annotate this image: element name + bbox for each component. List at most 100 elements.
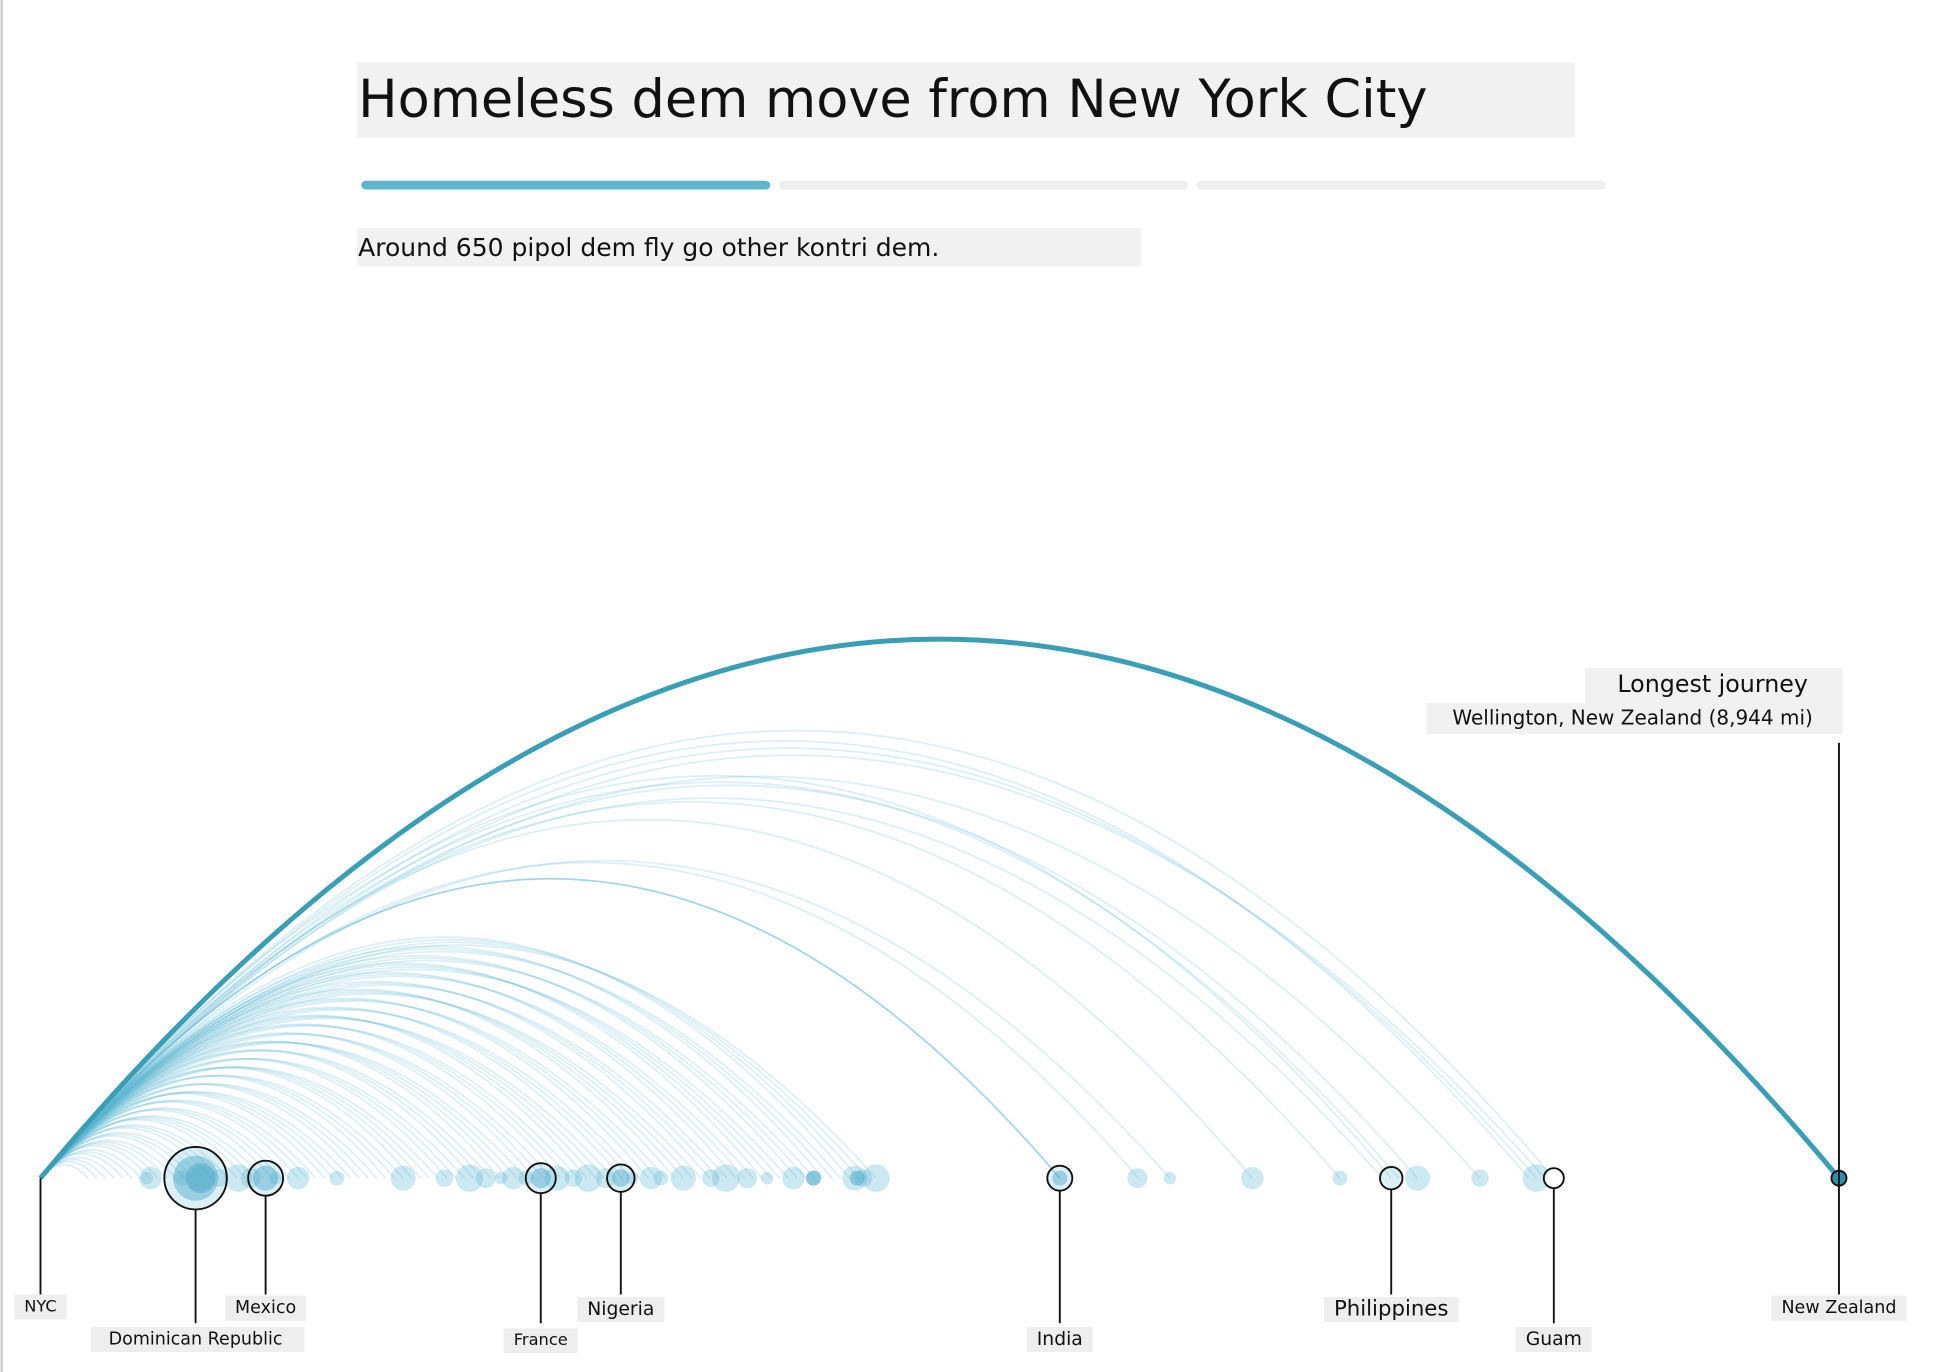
dot: [1522, 1164, 1551, 1192]
arc: [39, 1108, 282, 1179]
dot: [455, 1164, 484, 1192]
arc: [39, 797, 1384, 1179]
arc: [39, 740, 1530, 1179]
arc: [39, 1057, 457, 1179]
marker: [163, 1145, 228, 1211]
arc: [39, 1041, 518, 1179]
dot: [173, 1155, 219, 1201]
arc: [39, 861, 1140, 1179]
arc: [39, 936, 851, 1179]
arc: [39, 1066, 422, 1179]
arc: [39, 993, 702, 1179]
dot: [805, 1170, 821, 1186]
arc: [39, 988, 676, 1179]
dot: [139, 1166, 162, 1190]
arc: [39, 950, 842, 1179]
arc: [39, 775, 1481, 1179]
dot: [612, 1169, 630, 1187]
dot: [269, 1171, 282, 1185]
arc: [39, 1007, 632, 1179]
arc: [39, 941, 868, 1179]
arc: [39, 747, 1537, 1179]
marker: [1542, 1167, 1565, 1190]
arc: [39, 1040, 509, 1179]
destination-label: NYC: [24, 1296, 57, 1315]
dot: [782, 1166, 805, 1190]
arc: [39, 1016, 606, 1179]
annotation-box: [1426, 702, 1843, 735]
dot: [174, 1170, 190, 1186]
dot: [760, 1171, 774, 1185]
arc: [39, 1100, 308, 1179]
marker: [606, 1163, 636, 1193]
arc: [39, 1091, 334, 1179]
arc: [39, 877, 1061, 1179]
arc: [39, 1009, 641, 1179]
arc: [39, 991, 693, 1179]
arc: [39, 957, 807, 1179]
dot: [475, 1168, 496, 1189]
arc: [39, 966, 781, 1179]
arcs: [39, 729, 1555, 1179]
label-box: [90, 1326, 305, 1352]
arc: [39, 1032, 544, 1179]
dot: [210, 1169, 229, 1187]
arc: [39, 1033, 553, 1179]
arc: [39, 1041, 527, 1179]
arc: [39, 781, 1400, 1179]
title: Homeless dem move from New York City: [358, 69, 1427, 130]
label-box: [225, 1295, 307, 1321]
arc: [39, 998, 658, 1179]
arc: [39, 1049, 492, 1179]
arc: [39, 1049, 474, 1179]
arc: [39, 1017, 614, 1179]
arc: [39, 997, 649, 1179]
dot: [737, 1168, 758, 1189]
subtitle-box: [356, 227, 1142, 267]
arc: [39, 984, 728, 1179]
arc: [39, 784, 1419, 1179]
dot: [842, 1165, 868, 1191]
dot: [494, 1171, 507, 1185]
label-box: [1515, 1326, 1592, 1352]
dot: [1052, 1170, 1068, 1186]
arc: [39, 982, 720, 1179]
arc: [39, 1025, 579, 1179]
title-box: [356, 62, 1576, 138]
arc: [39, 1024, 571, 1179]
dot: [530, 1168, 551, 1189]
label-box: [1026, 1326, 1093, 1352]
dot: [286, 1166, 310, 1190]
arc: [39, 1057, 448, 1179]
arc: [39, 1066, 413, 1179]
destination-label: Guam: [1526, 1329, 1582, 1350]
label-box: [577, 1296, 665, 1322]
arc: [39, 971, 737, 1179]
arc: [39, 1000, 667, 1179]
marker: [247, 1159, 285, 1197]
destination-label: India: [1037, 1329, 1083, 1350]
arc: [39, 1090, 352, 1179]
dot: [702, 1169, 720, 1187]
arc: [39, 938, 860, 1179]
dot: [712, 1164, 740, 1192]
longest-arc: [38, 636, 1841, 1180]
destination-label: France: [514, 1330, 568, 1349]
arc: [39, 1109, 273, 1179]
arc: [39, 860, 1171, 1179]
dot: [1241, 1166, 1264, 1190]
dot: [595, 1168, 616, 1189]
marker: [524, 1162, 557, 1195]
arc: [39, 1006, 623, 1179]
dot: [224, 1164, 252, 1192]
arc: [39, 1023, 562, 1179]
dot: [185, 1163, 216, 1194]
arc: [39, 1066, 431, 1179]
arc: [39, 1107, 291, 1179]
dot: [805, 1170, 821, 1186]
destination-label: Dominican Republic: [109, 1329, 283, 1349]
dot: [435, 1169, 454, 1187]
arc: [39, 1117, 247, 1179]
